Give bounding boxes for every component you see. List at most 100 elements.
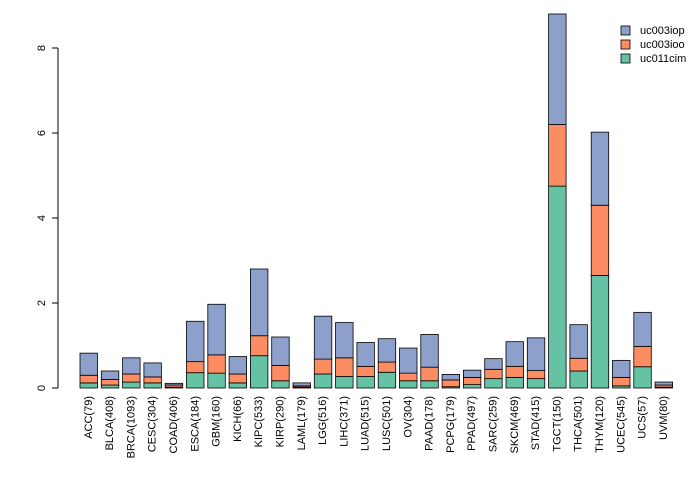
legend: uc003iop uc003ioo uc011cim — [620, 25, 686, 65]
legend-label: uc011cim — [640, 53, 686, 65]
y-tick-label: 6 — [36, 130, 48, 136]
bar-segment-uc003iop — [292, 382, 311, 387]
bar-segment-uc003iop — [271, 336, 290, 366]
bar-segment-uc003iop — [79, 352, 98, 376]
bar-segment-uc003ioo — [548, 124, 567, 187]
bar-segment-uc011cim — [79, 382, 98, 389]
bar-segment-uc003ioo — [100, 379, 120, 386]
bar-segment-uc003ioo — [484, 368, 503, 380]
x-tick-label: PAAD(178) — [424, 396, 436, 451]
bar-segment-uc011cim — [377, 371, 397, 389]
bar-segment-uc003iop — [548, 13, 567, 125]
bar-segment-uc003ioo — [313, 358, 333, 375]
x-tick-label: BRCA(1093) — [125, 396, 137, 458]
bar-segment-uc003iop — [399, 347, 418, 374]
x-tick-label: PCPG(179) — [445, 396, 457, 453]
bar-segment-uc003iop — [335, 322, 354, 359]
x-tick-label: THCA(501) — [573, 396, 585, 452]
bar-segment-uc003iop — [377, 338, 397, 363]
bar-segment-uc003iop — [420, 334, 439, 368]
x-tick-label: PPAD(497) — [466, 396, 478, 451]
bar-segment-uc003ioo — [79, 374, 98, 384]
x-tick-label: UVM(80) — [658, 396, 670, 440]
bar-segment-uc003iop — [526, 337, 546, 371]
bar-segment-uc011cim — [143, 382, 162, 389]
x-tick-label: LAML(179) — [296, 396, 308, 450]
bar-segment-uc003ioo — [462, 376, 482, 385]
bar-segment-uc003ioo — [271, 365, 290, 382]
bar-segment-uc003iop — [313, 315, 333, 360]
bar-segment-uc011cim — [207, 372, 226, 389]
x-tick-label: TGCT(150) — [551, 396, 563, 452]
x-tick-label: COAD(406) — [168, 396, 180, 453]
bar-segment-uc003ioo — [612, 376, 631, 387]
bar-segment-uc003ioo — [633, 345, 652, 368]
x-tick-label: KICH(66) — [232, 396, 244, 442]
bar-segment-uc011cim — [356, 376, 375, 389]
bar-segment-uc003iop — [441, 373, 461, 381]
bar-segment-uc003ioo — [228, 373, 248, 384]
bar-segment-uc003iop — [207, 303, 226, 356]
bar-segment-uc003iop — [569, 324, 588, 359]
bar-segment-uc003ioo — [505, 365, 524, 378]
bar-segment-uc011cim — [249, 355, 269, 389]
bar-segment-uc003ioo — [590, 204, 610, 276]
bar-segment-uc011cim — [526, 378, 546, 389]
bar-segment-uc003iop — [186, 320, 205, 363]
x-tick-label: KIPC(533) — [253, 396, 265, 447]
x-tick-label: KIRP(290) — [274, 396, 286, 447]
bar-segment-uc011cim — [462, 384, 482, 389]
bar-segment-uc011cim — [569, 370, 588, 389]
bar-segment-uc003iop — [612, 359, 631, 378]
y-axis: 0 2 4 6 8 — [36, 45, 59, 391]
bar-segment-uc011cim — [399, 380, 418, 389]
bar-segment-uc003iop — [484, 358, 503, 370]
bar-segment-uc003iop — [505, 341, 524, 367]
x-tick-label: LGG(516) — [317, 396, 329, 445]
x-tick-label: LIHC(371) — [338, 396, 350, 447]
x-tick-label: SARC(259) — [487, 396, 499, 452]
bar-segment-uc003iop — [590, 131, 610, 206]
bar-segment-uc003ioo — [420, 366, 439, 382]
y-tick-label: 8 — [36, 45, 48, 51]
bar-segment-uc003ioo — [186, 361, 205, 374]
x-tick-label: STAD(415) — [530, 396, 542, 450]
bar-segment-uc011cim — [271, 380, 290, 389]
bar-segment-uc003ioo — [377, 361, 397, 373]
y-tick-label: 0 — [36, 385, 48, 391]
bar-segment-uc003iop — [249, 268, 269, 337]
x-tick-label: LUSC(501) — [381, 396, 393, 451]
x-tick-label: UCEC(545) — [615, 396, 627, 453]
x-axis-labels: ACC(79) BLCA(408) BRCA(1093) CESC(304) COAD(… — [83, 396, 670, 458]
bar-segment-uc011cim — [420, 380, 439, 389]
bar-segment-uc003iop — [143, 362, 162, 378]
x-tick-label: OV(304) — [402, 396, 414, 438]
bar-segment-uc011cim — [505, 376, 524, 389]
bar-segment-uc011cim — [633, 366, 652, 389]
legend-swatch — [620, 53, 631, 64]
bar-segment-uc003iop — [164, 382, 184, 386]
x-tick-label: BLCA(408) — [104, 396, 116, 450]
bar-segment-uc003ioo — [249, 335, 269, 357]
x-tick-label: SKCM(469) — [509, 396, 521, 453]
x-tick-label: ESCA(184) — [189, 396, 201, 452]
bar-segment-uc003ioo — [122, 373, 141, 383]
bar-segment-uc011cim — [228, 382, 248, 389]
bar-segment-uc003iop — [633, 311, 652, 347]
bar-segment-uc011cim — [335, 376, 354, 389]
bar-segment-uc003ioo — [143, 376, 162, 384]
bars — [79, 13, 673, 389]
x-tick-label: ACC(79) — [83, 396, 95, 439]
bar-segment-uc003ioo — [207, 354, 226, 374]
bar-segment-uc011cim — [548, 185, 567, 389]
bar-segment-uc003iop — [228, 356, 248, 375]
bar-segment-uc011cim — [122, 381, 141, 389]
bar-segment-uc011cim — [590, 274, 610, 389]
bar-segment-uc011cim — [186, 372, 205, 389]
legend-swatch — [620, 25, 631, 36]
x-tick-label: GBM(160) — [211, 396, 223, 447]
y-tick-label: 4 — [36, 215, 48, 221]
legend-label: uc003ioo — [640, 39, 685, 51]
bar-segment-uc003ioo — [399, 372, 418, 382]
